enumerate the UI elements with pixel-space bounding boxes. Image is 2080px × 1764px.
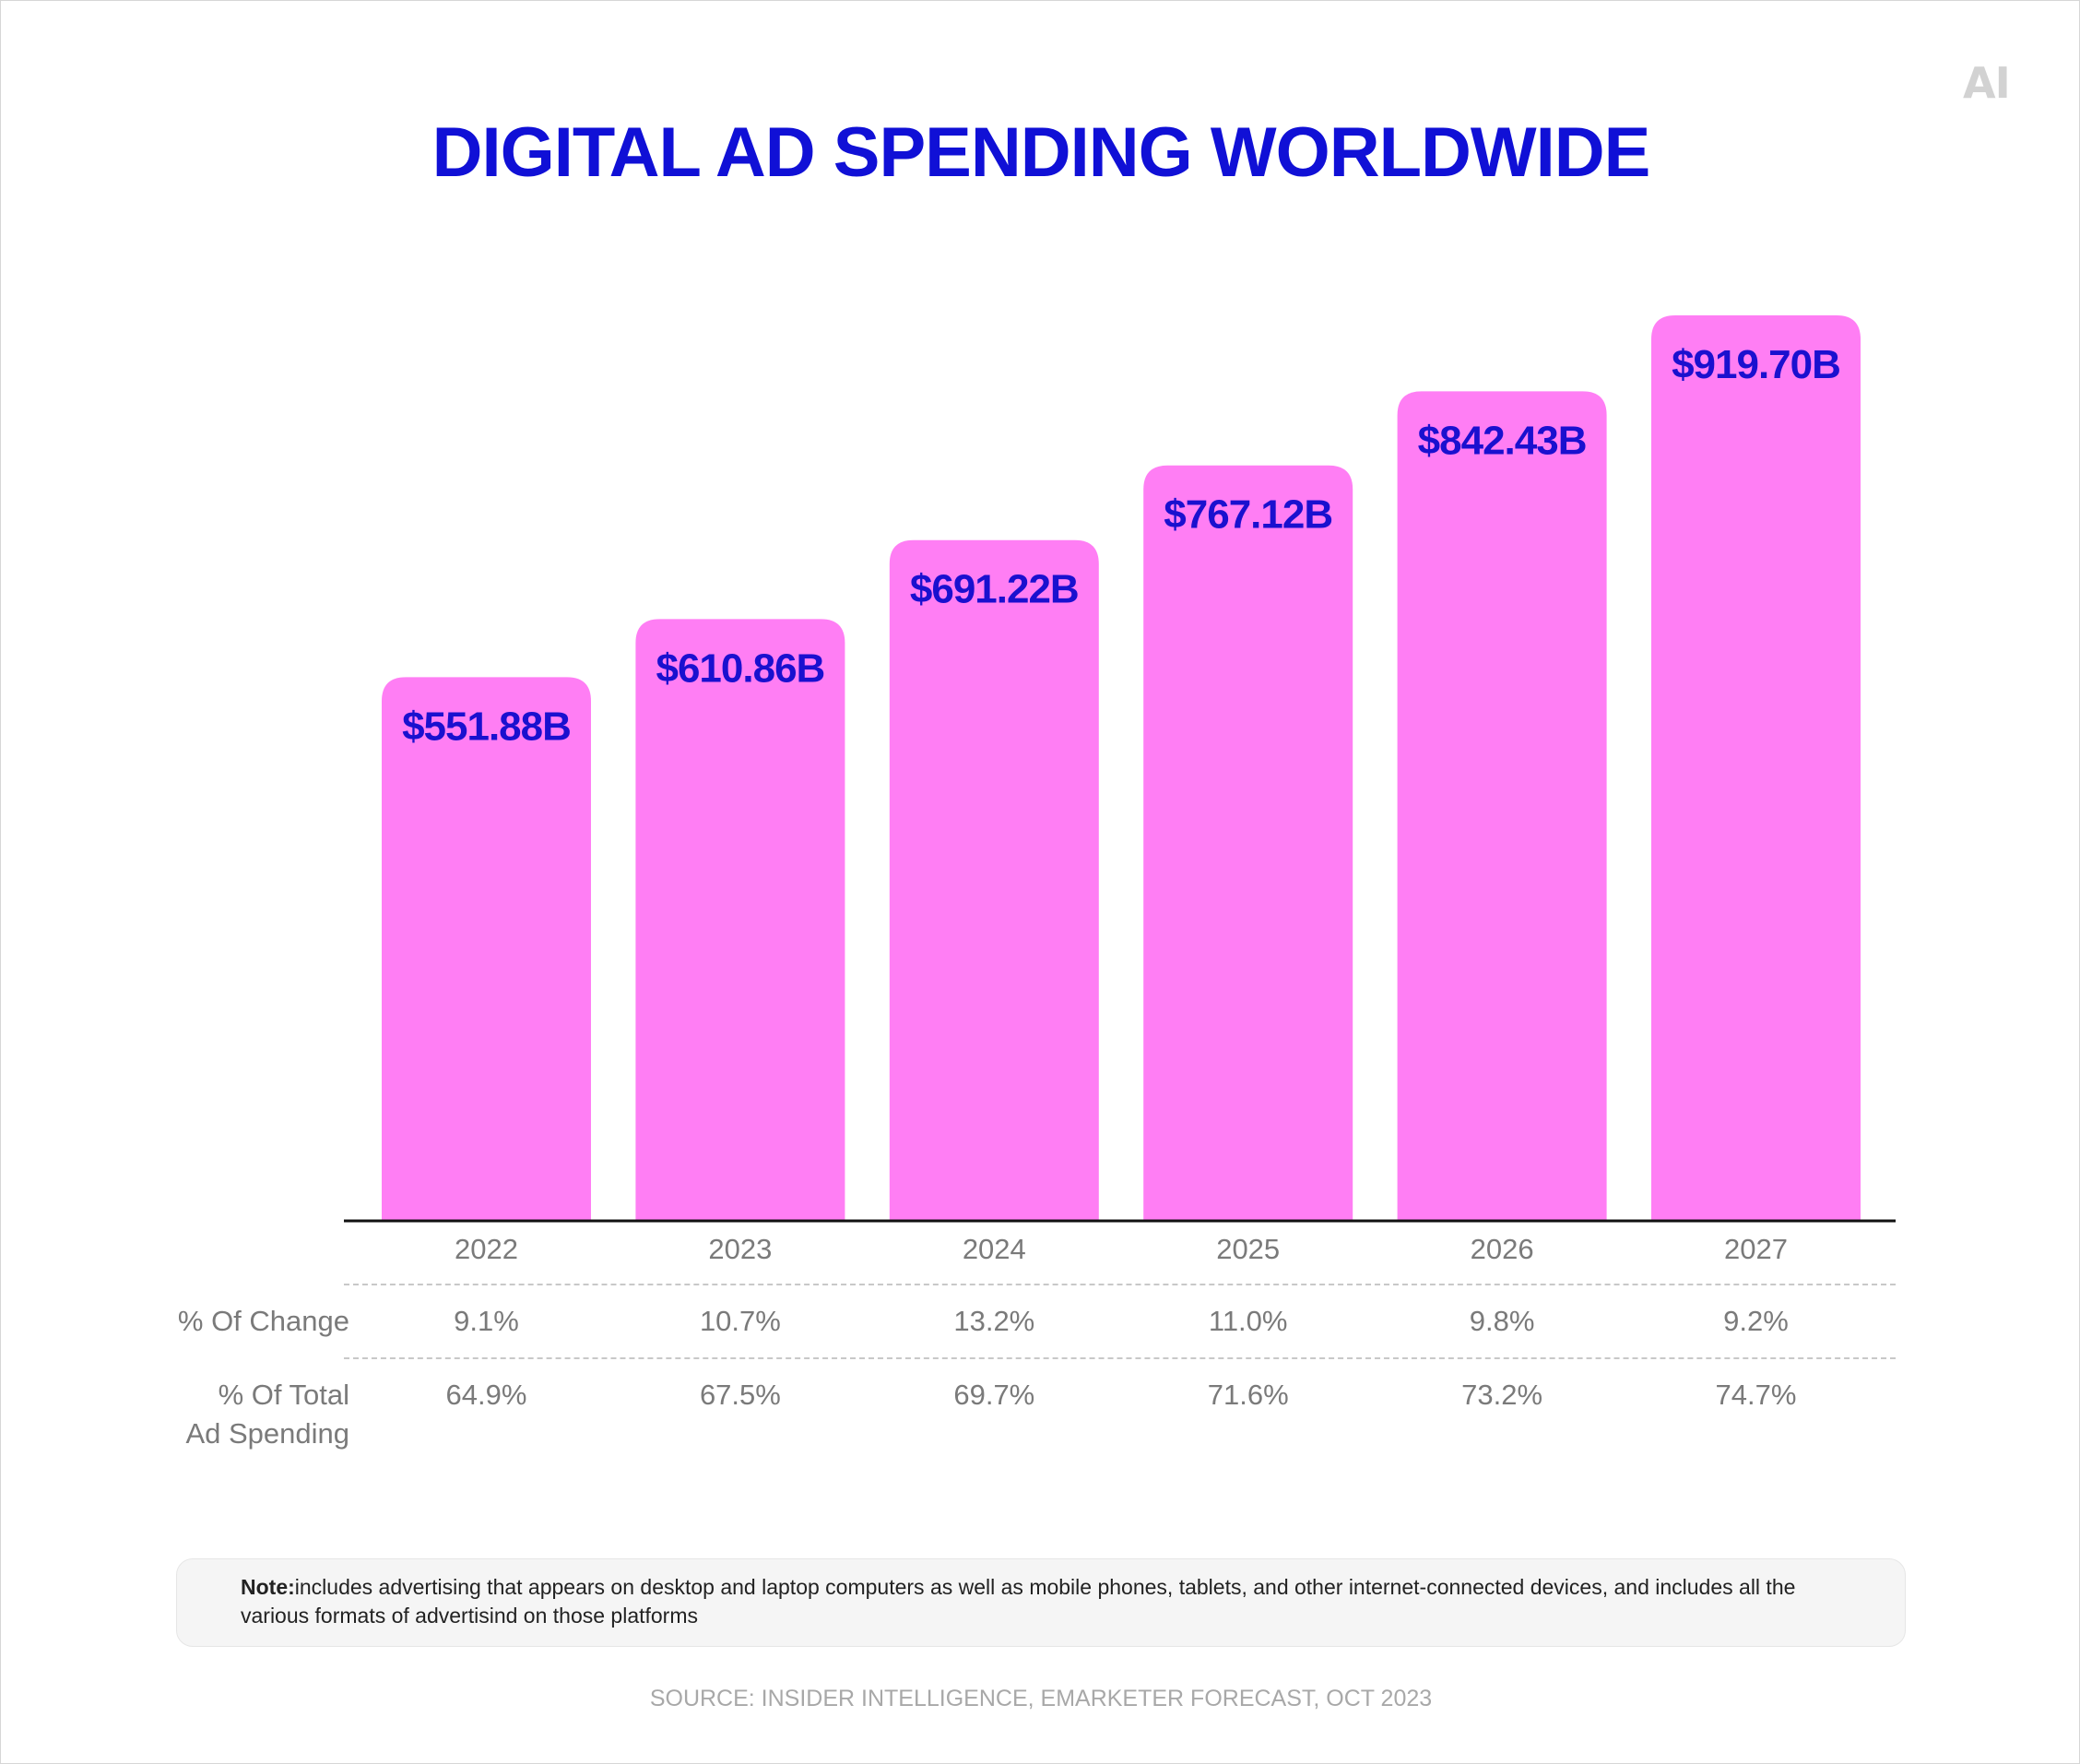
total-share-cell-2022: 64.9% (445, 1379, 527, 1411)
value-label-2026: $842.43B (1418, 418, 1587, 463)
value-label-2025: $767.12B (1164, 492, 1332, 538)
row-label-total-line-1: % Of Total (218, 1379, 349, 1411)
bar-chart: $551.88B 2022 $610.86B 2023 $691.22B 2024 $767… (344, 315, 1896, 1265)
year-label-2023: 2023 (708, 1233, 772, 1265)
change-cell-2023: 10.7% (699, 1305, 781, 1337)
year-label-2024: 2024 (963, 1233, 1026, 1265)
total-share-cell-2027: 74.7% (1715, 1379, 1797, 1411)
year-label-2027: 2027 (1724, 1233, 1788, 1265)
bar-2023 (635, 619, 845, 1220)
note-label: Note: (241, 1575, 295, 1599)
value-label-2024: $691.22B (910, 567, 1079, 612)
value-label-2023: $610.86B (656, 645, 824, 691)
note-box: Note:includes advertising that appears o… (176, 1558, 1906, 1647)
total-share-cell-2023: 67.5% (699, 1379, 781, 1411)
bar-2027 (1651, 315, 1861, 1220)
bar-2022 (382, 677, 591, 1220)
change-cell-2026: 9.8% (1469, 1305, 1535, 1337)
bar-2025 (1143, 465, 1353, 1221)
table-divider-2 (344, 1357, 1896, 1359)
value-label-2022: $551.88B (402, 704, 571, 749)
change-cell-2025: 11.0% (1208, 1305, 1288, 1337)
value-label-2027: $919.70B (1672, 342, 1840, 387)
source-credit: SOURCE: INSIDER INTELLIGENCE, EMARKETER … (649, 1686, 1433, 1711)
chart-title: DIGITAL AD SPENDING WORLDWIDE (431, 113, 1651, 192)
note-body: includes advertising that appears on des… (241, 1575, 1796, 1628)
year-label-2026: 2026 (1471, 1233, 1534, 1265)
bar-2024 (889, 539, 1099, 1220)
ai-logo: AI (1963, 58, 2011, 108)
note-text: Note:includes advertising that appears o… (241, 1573, 1863, 1630)
table-divider-1 (344, 1284, 1896, 1285)
change-cell-2027: 9.2% (1723, 1305, 1789, 1337)
row-label-change: % Of Change (177, 1305, 349, 1337)
row-label-total-line-2: Ad Spending (185, 1417, 349, 1450)
year-label-2025: 2025 (1216, 1233, 1280, 1265)
bar-2026 (1397, 391, 1607, 1220)
change-cell-2024: 13.2% (953, 1305, 1035, 1337)
total-share-cell-2026: 73.2% (1461, 1379, 1543, 1411)
change-cell-2022: 9.1% (454, 1305, 519, 1337)
year-label-2022: 2022 (455, 1233, 518, 1265)
total-share-cell-2024: 69.7% (953, 1379, 1035, 1411)
total-share-cell-2025: 71.6% (1207, 1379, 1289, 1411)
